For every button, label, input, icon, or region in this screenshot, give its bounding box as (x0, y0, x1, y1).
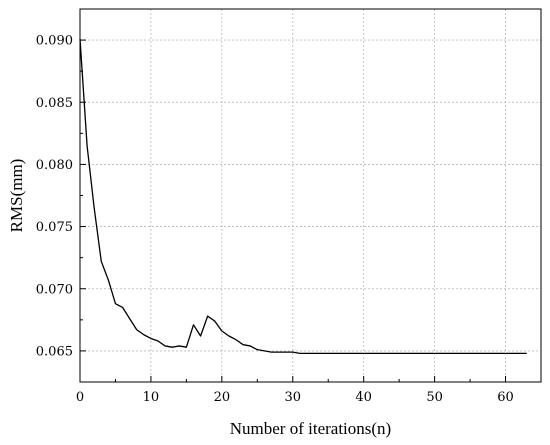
y-tick-label: 0.065 (36, 344, 73, 359)
y-tick-label: 0.090 (36, 34, 73, 49)
plot-frame (79, 8, 542, 383)
x-tick-label: 50 (426, 390, 443, 405)
x-tick-label: 10 (143, 390, 160, 405)
x-tick-label: 30 (284, 390, 301, 405)
ticks (79, 39, 507, 382)
x-tick-label: 0 (76, 390, 84, 405)
x-tick-label: 20 (214, 390, 231, 405)
x-tick-label: 40 (355, 390, 372, 405)
y-tick-label: 0.070 (36, 282, 73, 297)
x-tick-label: 60 (497, 390, 514, 405)
y-tick-label: 0.080 (36, 158, 73, 173)
tick-labels: 0 10 20 30 40 50 60 0.065 0.070 0.075 0.080 0.085 0.… (36, 34, 514, 405)
y-axis-title: RMS(mm) (7, 159, 26, 233)
y-tick-label: 0.075 (36, 220, 73, 235)
rms-series-line (79, 38, 527, 355)
x-axis-title: Number of iterations(n) (230, 419, 391, 438)
y-tick-label: 0.085 (36, 96, 73, 111)
grid (80, 9, 541, 382)
